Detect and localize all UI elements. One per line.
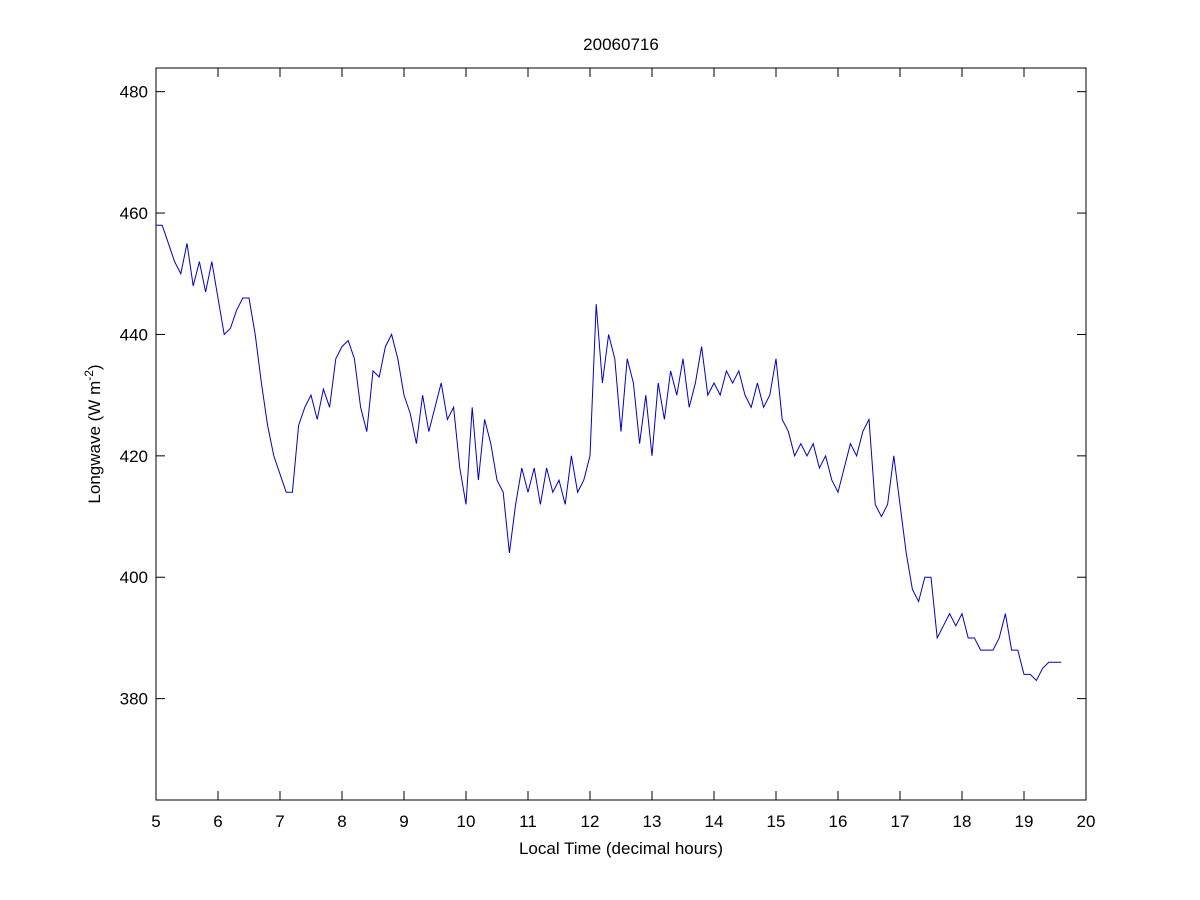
y-tick-label: 400 — [120, 568, 148, 587]
y-tick-label: 440 — [120, 325, 148, 344]
y-axis-label: Longwave (W m-2) — [82, 364, 104, 503]
x-tick-label: 9 — [399, 812, 408, 831]
x-tick-label: 15 — [767, 812, 786, 831]
x-tick-label: 7 — [275, 812, 284, 831]
x-tick-label: 12 — [581, 812, 600, 831]
y-tick-label: 380 — [120, 690, 148, 709]
x-tick-label: 17 — [891, 812, 910, 831]
x-tick-label: 11 — [519, 812, 537, 831]
y-label-sup: -2 — [82, 370, 96, 381]
x-tick-label: 6 — [213, 812, 222, 831]
x-tick-label: 8 — [337, 812, 346, 831]
x-tick-label: 16 — [829, 812, 848, 831]
y-label-end: ) — [85, 364, 104, 370]
x-tick-label: 14 — [705, 812, 724, 831]
chart-title: 20060716 — [583, 35, 659, 54]
plot-frame — [155, 67, 1087, 801]
x-tick-label: 13 — [643, 812, 662, 831]
x-tick-label: 10 — [457, 812, 476, 831]
x-axis-label: Local Time (decimal hours) — [519, 839, 723, 858]
x-tick-label: 20 — [1077, 812, 1096, 831]
x-tick-label: 19 — [1015, 812, 1034, 831]
y-label-text: Longwave (W m — [85, 381, 104, 504]
x-tick-label: 5 — [151, 812, 160, 831]
y-tick-label: 480 — [120, 83, 148, 102]
y-tick-label: 460 — [120, 204, 148, 223]
y-tick-label: 420 — [120, 447, 148, 466]
x-tick-label: 18 — [953, 812, 972, 831]
data-line — [156, 224, 1062, 682]
